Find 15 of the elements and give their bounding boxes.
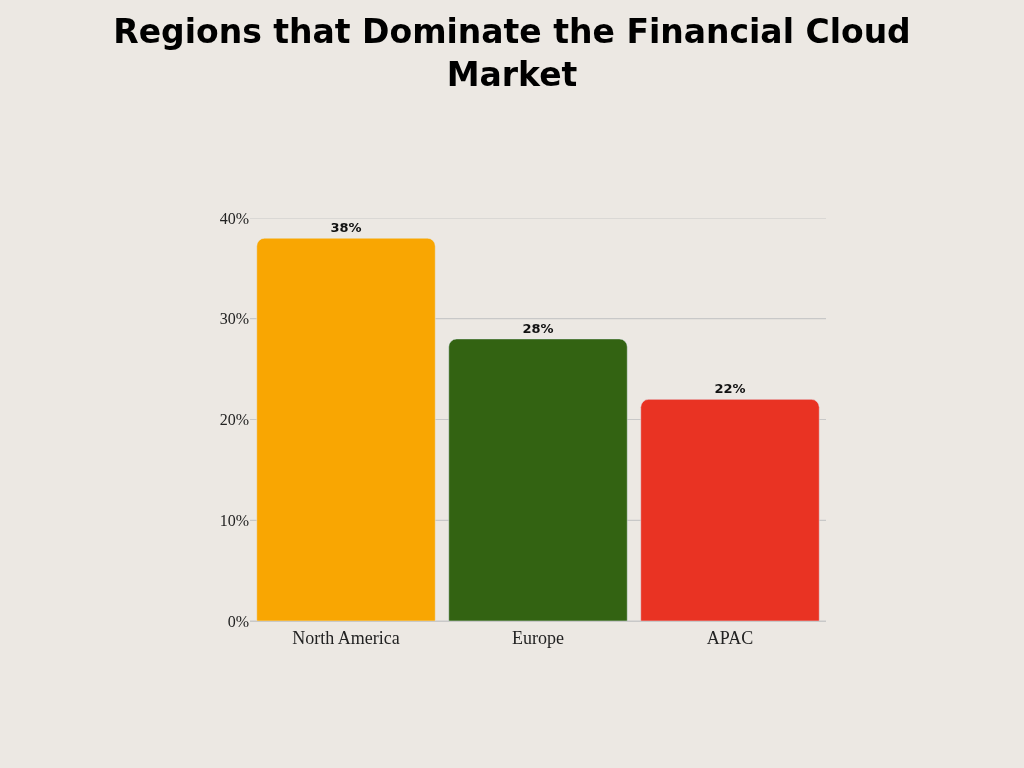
x-tick-label: Europe — [512, 627, 564, 648]
bar — [640, 399, 820, 621]
data-label: 38% — [330, 220, 362, 236]
y-tick-label: 30% — [219, 310, 249, 328]
data-label: 28% — [522, 320, 554, 336]
bar — [448, 338, 628, 621]
y-tick-label: 20% — [219, 411, 249, 429]
y-tick-label: 40% — [219, 209, 249, 227]
x-tick-label: North America — [292, 627, 400, 648]
y-tick-label: 0% — [227, 612, 249, 630]
x-tick-label: APAC — [706, 627, 754, 648]
bar — [256, 237, 436, 621]
y-tick-label: 10% — [219, 511, 249, 529]
chart-title: Regions that Dominate the Financial Cloud Market — [113, 12, 911, 95]
data-label: 22% — [714, 381, 746, 397]
